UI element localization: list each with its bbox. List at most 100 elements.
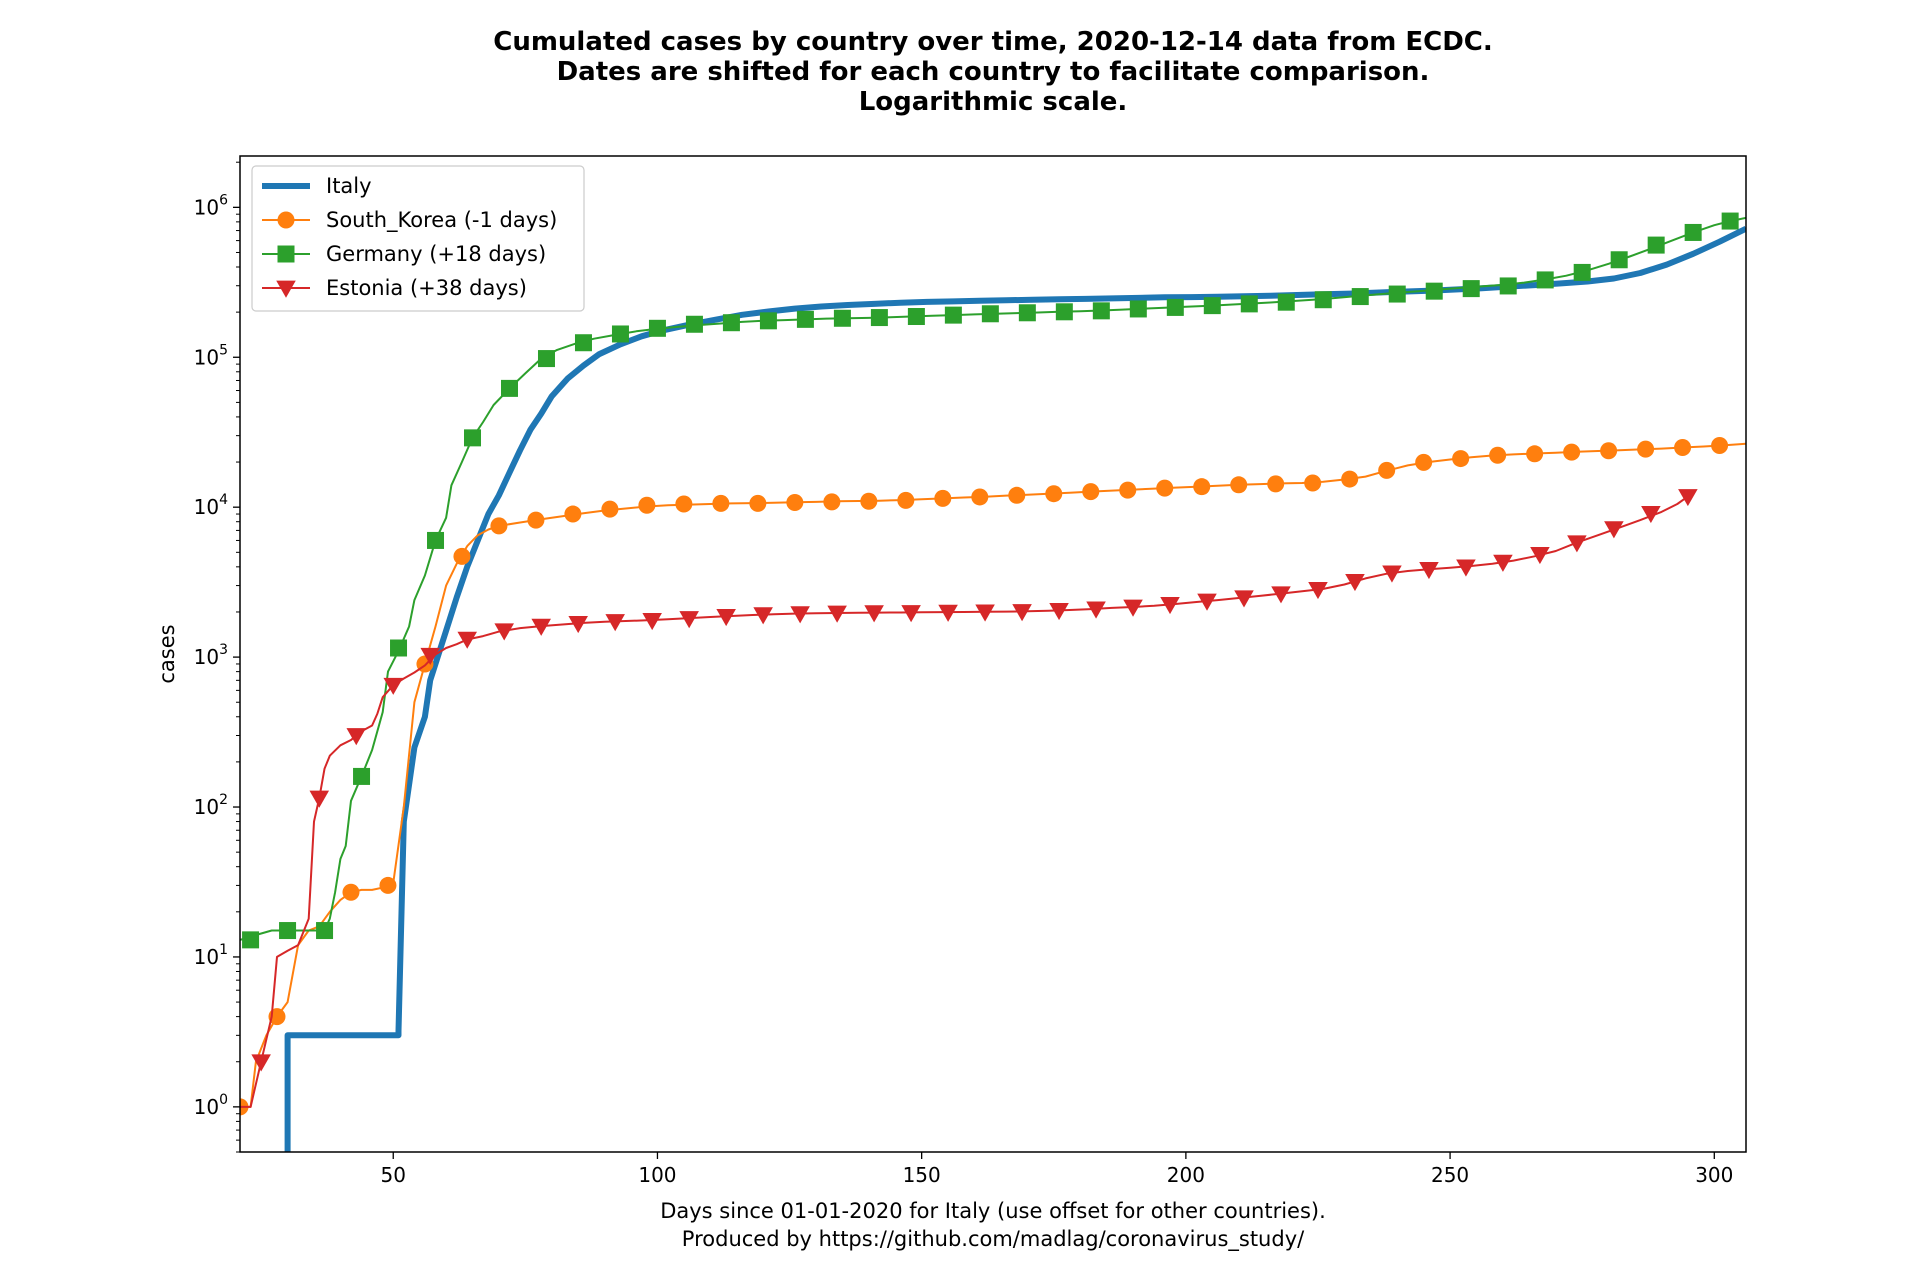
data-point-germany-18-days xyxy=(1721,212,1739,230)
data-point-germany-18-days xyxy=(1425,282,1443,300)
data-point-germany-18-days xyxy=(1388,285,1406,303)
series-estonia-38-days xyxy=(240,489,1698,1108)
y-tick-label: 103 xyxy=(194,642,228,669)
data-point-estonia-38-days xyxy=(1419,561,1439,580)
data-point-germany-18-days xyxy=(390,639,408,657)
data-point-germany-18-days xyxy=(464,429,482,447)
data-point-south-korea-1-days xyxy=(860,492,878,510)
data-point-south-korea-1-days xyxy=(1008,486,1026,504)
data-point-estonia-38-days xyxy=(251,1054,271,1072)
series-germany-18-days xyxy=(240,212,1746,949)
data-point-south-korea-1-days xyxy=(1600,442,1618,460)
legend-marker xyxy=(276,280,296,298)
legend-item-south-korea-1-days: South_Korea (-1 days) xyxy=(262,208,557,233)
data-point-germany-18-days xyxy=(574,334,592,352)
data-point-estonia-38-days xyxy=(494,623,514,641)
series-layer xyxy=(240,212,1746,1152)
data-point-south-korea-1-days xyxy=(1452,450,1470,468)
data-point-estonia-38-days xyxy=(1604,521,1624,539)
data-point-estonia-38-days xyxy=(716,609,736,627)
data-point-estonia-38-days xyxy=(309,790,330,808)
data-point-germany-18-days xyxy=(1166,298,1184,316)
legend-label: Italy xyxy=(326,174,372,198)
chart-title-line: Cumulated cases by country over time, 20… xyxy=(493,27,1493,57)
data-point-estonia-38-days xyxy=(605,614,625,632)
data-point-south-korea-1-days xyxy=(1526,445,1544,463)
data-point-south-korea-1-days xyxy=(1267,475,1285,493)
data-point-south-korea-1-days xyxy=(1156,479,1174,497)
data-point-estonia-38-days xyxy=(531,618,551,636)
legend-item-italy: Italy xyxy=(262,174,372,198)
x-tick-label: 150 xyxy=(903,1163,941,1187)
data-point-south-korea-1-days xyxy=(490,517,508,535)
legend-item-estonia-38-days: Estonia (+38 days) xyxy=(262,276,527,300)
legend-marker xyxy=(277,211,295,229)
series-south-korea-1-days xyxy=(240,436,1746,1116)
data-point-germany-18-days xyxy=(981,305,999,323)
legend-item-germany-18-days: Germany (+18 days) xyxy=(262,242,546,266)
data-point-south-korea-1-days xyxy=(1674,439,1692,457)
data-point-estonia-38-days xyxy=(1493,554,1513,572)
data-point-estonia-38-days xyxy=(1530,546,1550,565)
data-point-estonia-38-days xyxy=(457,631,477,649)
data-point-south-korea-1-days xyxy=(379,876,397,894)
data-point-south-korea-1-days xyxy=(1711,436,1729,454)
data-point-germany-18-days xyxy=(1573,263,1591,281)
data-point-south-korea-1-days xyxy=(712,494,730,512)
data-point-germany-18-days xyxy=(1055,303,1073,321)
data-point-estonia-38-days xyxy=(1123,599,1143,617)
data-point-south-korea-1-days xyxy=(971,488,989,506)
plot-frame xyxy=(239,155,1747,1153)
data-point-germany-18-days xyxy=(1462,280,1480,298)
chart-title-line: Dates are shifted for each country to fa… xyxy=(557,57,1430,87)
data-point-germany-18-days xyxy=(427,531,445,549)
data-point-estonia-38-days xyxy=(1345,574,1365,592)
data-point-germany-18-days xyxy=(500,379,518,397)
data-point-estonia-38-days xyxy=(383,677,404,695)
data-point-estonia-38-days xyxy=(901,605,921,623)
data-point-germany-18-days xyxy=(1314,291,1332,309)
data-point-south-korea-1-days xyxy=(638,496,656,514)
chart-title-line: Logarithmic scale. xyxy=(859,87,1128,117)
data-point-estonia-38-days xyxy=(790,606,810,624)
data-point-south-korea-1-days xyxy=(601,500,619,518)
legend-label: Estonia (+38 days) xyxy=(326,276,527,300)
y-tick-label: 101 xyxy=(194,942,228,969)
data-point-estonia-38-days xyxy=(1160,596,1180,615)
data-point-estonia-38-days xyxy=(568,615,588,634)
data-point-estonia-38-days xyxy=(1086,601,1106,619)
legend: Italy South_Korea (-1 days) Germany (+18 d… xyxy=(251,165,585,312)
legend-marker xyxy=(277,245,295,263)
data-point-germany-18-days xyxy=(537,350,555,368)
y-tick-label: 104 xyxy=(194,492,228,519)
data-point-south-korea-1-days xyxy=(1119,481,1137,499)
data-point-south-korea-1-days xyxy=(342,883,360,901)
data-point-south-korea-1-days xyxy=(934,489,952,507)
data-point-germany-18-days xyxy=(353,767,371,785)
chart-title: Cumulated cases by country over time, 20… xyxy=(493,27,1493,117)
data-point-germany-18-days xyxy=(1240,295,1258,313)
data-point-germany-18-days xyxy=(944,306,962,324)
data-point-estonia-38-days xyxy=(1049,603,1069,621)
series-italy xyxy=(284,226,1746,1152)
data-point-south-korea-1-days xyxy=(453,547,471,565)
data-point-germany-18-days xyxy=(1092,302,1110,320)
data-point-south-korea-1-days xyxy=(1230,476,1248,494)
data-point-germany-18-days xyxy=(1684,223,1702,241)
data-point-germany-18-days xyxy=(242,931,260,949)
data-point-estonia-38-days xyxy=(975,604,995,622)
x-axis-label-line: Produced by https://github.com/madlag/co… xyxy=(682,1227,1305,1252)
data-point-germany-18-days xyxy=(279,922,297,940)
data-point-estonia-38-days xyxy=(1641,505,1661,524)
y-tick-label: 105 xyxy=(194,342,228,369)
data-point-estonia-38-days xyxy=(1567,535,1587,553)
data-point-germany-18-days xyxy=(1018,304,1036,322)
data-point-estonia-38-days xyxy=(827,605,847,623)
data-point-germany-18-days xyxy=(611,325,629,343)
x-tick-label: 300 xyxy=(1695,1163,1733,1187)
data-point-germany-18-days xyxy=(1647,236,1665,254)
data-point-germany-18-days xyxy=(870,309,888,327)
data-point-estonia-38-days xyxy=(753,607,773,625)
data-point-estonia-38-days xyxy=(1308,582,1328,600)
data-point-south-korea-1-days xyxy=(527,511,545,529)
